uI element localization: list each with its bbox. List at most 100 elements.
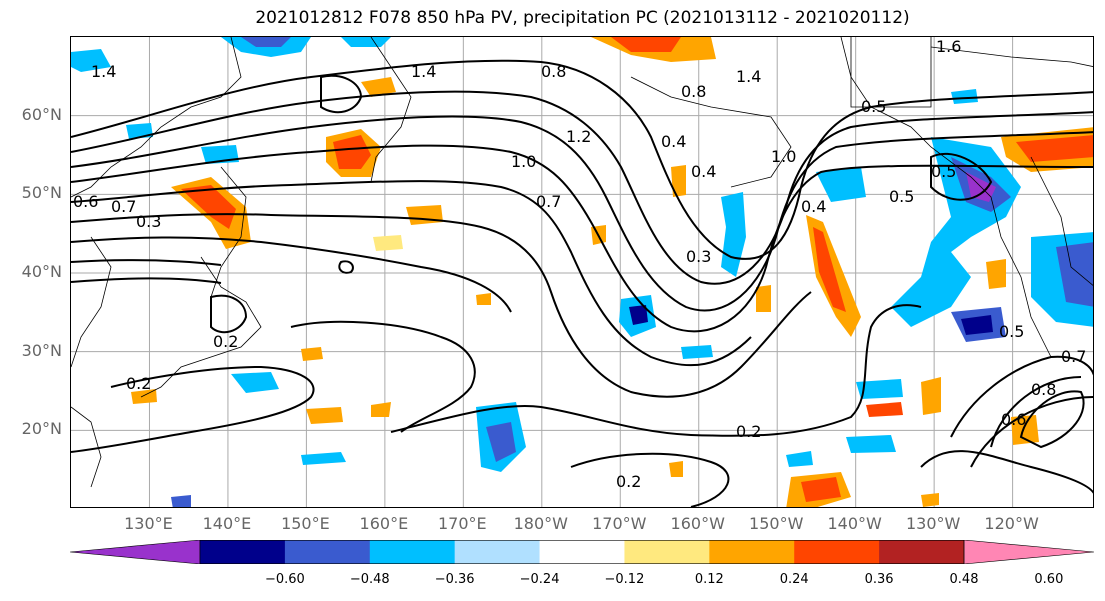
latitude-label: 20°N xyxy=(21,419,62,439)
colorbar-tick-label: −0.60 xyxy=(264,572,305,587)
precip-patch xyxy=(1056,242,1093,307)
colorbar-tick-label: −0.12 xyxy=(604,572,645,587)
pv-contour xyxy=(71,180,752,367)
precip-patch xyxy=(611,37,681,52)
precip-patch xyxy=(786,451,813,467)
contour-label: 0.5 xyxy=(999,322,1024,341)
precip-patch xyxy=(629,305,648,325)
precip-patch xyxy=(1011,415,1039,445)
latitude-label: 60°N xyxy=(21,104,62,124)
contour-label: 0.7 xyxy=(1061,347,1086,366)
longitude-label: 160°W xyxy=(670,514,725,533)
precip-patch xyxy=(341,37,391,47)
contour-label: 0.4 xyxy=(691,162,716,181)
longitude-label: 120°W xyxy=(984,514,1039,533)
contour-label: 0.4 xyxy=(801,197,826,216)
coastline xyxy=(71,406,102,488)
precip-patch xyxy=(856,379,903,399)
longitude-label: 170°E xyxy=(438,514,487,533)
contour-label: 1.6 xyxy=(936,37,961,56)
precip-patch xyxy=(669,461,683,477)
longitude-label: 130°E xyxy=(124,514,173,533)
colorbar-tick-label: 0.12 xyxy=(694,572,724,587)
precip-patch xyxy=(951,89,978,104)
precip-patch xyxy=(866,402,903,417)
precip-patch xyxy=(373,235,403,251)
contour-label: 1.0 xyxy=(511,152,536,171)
pv-contour xyxy=(71,115,1093,312)
coastline xyxy=(930,46,1093,67)
pv-contour xyxy=(71,259,222,266)
longitude-label: 130°W xyxy=(905,514,961,533)
colorbar-segment xyxy=(284,540,371,564)
precip-patch xyxy=(301,452,346,465)
precip-patch xyxy=(406,205,443,225)
precip-patch xyxy=(986,259,1006,289)
precip-patch xyxy=(1016,135,1093,162)
coastline xyxy=(840,37,1052,358)
contour-label: 0.8 xyxy=(1031,380,1056,399)
longitude-label: 150°E xyxy=(281,514,330,533)
precip-patch xyxy=(306,407,343,424)
contour-label: 0.5 xyxy=(931,162,956,181)
contour-label: 0.3 xyxy=(136,212,161,231)
pv-contour xyxy=(930,152,993,201)
longitude-label: 170°W xyxy=(592,514,647,533)
precip-patch xyxy=(71,49,111,72)
pv-contour xyxy=(71,236,512,313)
pv-contour xyxy=(290,320,476,433)
longitude-label: 160°E xyxy=(359,514,409,533)
colorbar-tick-label: −0.24 xyxy=(519,572,560,587)
contour-label: 1.2 xyxy=(566,127,591,146)
pv-contour xyxy=(71,90,1093,285)
pv-contours xyxy=(71,59,1093,507)
colorbar-segment xyxy=(624,540,710,564)
precip-patch xyxy=(476,293,491,305)
contour-label: 0.7 xyxy=(111,197,136,216)
pv-contour xyxy=(71,144,1093,333)
longitude-label: 150°W xyxy=(749,514,804,533)
pv-contour xyxy=(71,59,1093,260)
precip-patch xyxy=(486,422,516,462)
map-canvas: 1.4 1.4 1.4 1.6 0.8 0.8 1.2 1.0 0.7 0.6 … xyxy=(71,37,1093,507)
coastline xyxy=(370,37,412,183)
coastline xyxy=(1030,156,1093,286)
precip-patch xyxy=(816,167,866,202)
map-title: 2021012812 F078 850 hPa PV, precipitatio… xyxy=(255,8,910,28)
pv-contour xyxy=(338,260,354,274)
contour-label: 0.7 xyxy=(536,192,561,211)
colorbar-segment xyxy=(879,540,965,564)
colorbar-extend-high xyxy=(963,540,1094,564)
contour-label: 1.0 xyxy=(771,147,796,166)
longitude-label: 180°W xyxy=(513,514,568,533)
precip-patch xyxy=(813,227,846,312)
precip-patch xyxy=(181,185,236,229)
precip-patch xyxy=(921,493,939,507)
colorbar-tick-label: 0.36 xyxy=(864,572,894,587)
precip-patch xyxy=(671,165,686,197)
contour-label: 0.5 xyxy=(889,187,914,206)
precip-patch xyxy=(721,192,746,277)
longitude-label: 140°E xyxy=(202,514,252,533)
latitude-label: 40°N xyxy=(21,262,62,281)
latitude-label: 30°N xyxy=(21,340,62,360)
precip-patch xyxy=(361,77,396,97)
coastline xyxy=(850,37,932,108)
contour-label: 1.4 xyxy=(411,62,436,81)
contour-label: 0.4 xyxy=(661,132,686,151)
precip-patch xyxy=(756,285,771,312)
contour-label: 0.8 xyxy=(681,82,706,101)
precip-patch xyxy=(241,37,291,47)
longitude-label: 140°W xyxy=(827,514,882,533)
contour-label: 0.6 xyxy=(1001,410,1026,429)
precip-patch xyxy=(681,345,713,359)
pv-contour xyxy=(390,304,922,437)
pv-contour xyxy=(210,294,248,334)
contour-label: 0.8 xyxy=(541,62,566,81)
colorbar-tick-label: 0.24 xyxy=(779,572,809,587)
contour-label: 0.5 xyxy=(861,97,886,116)
precip-patch xyxy=(371,402,391,417)
contour-label: 0.2 xyxy=(616,472,641,491)
precip-patch xyxy=(171,495,191,507)
contour-label: 1.4 xyxy=(91,62,116,81)
